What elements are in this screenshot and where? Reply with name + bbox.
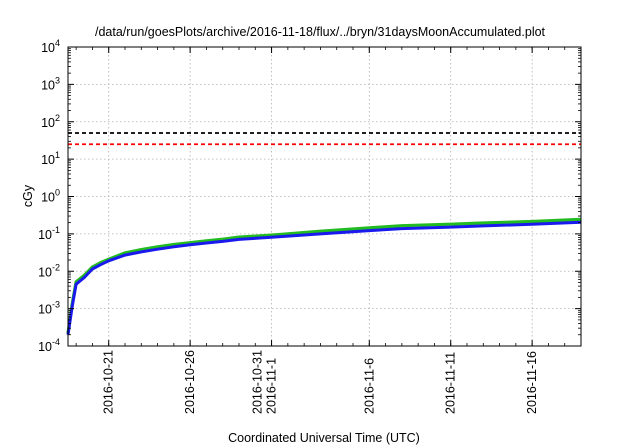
x-tick-label: 2016-10-26: [183, 350, 197, 414]
y-tick-label: 101: [41, 150, 60, 167]
reference-lines: [68, 132, 581, 146]
y-axis-label: cGy: [21, 184, 35, 207]
series-group: [66, 217, 582, 335]
series-line: [66, 220, 582, 335]
y-tick-label: 104: [41, 38, 60, 55]
x-tick-label: 2016-11-6: [362, 358, 376, 414]
y-tick-label: 102: [41, 113, 60, 130]
y-tick-label: 100: [41, 188, 60, 205]
x-tick-label: 2016-11-16: [525, 351, 539, 414]
y-tick-label: 10-3: [38, 300, 60, 317]
axis-ticks: [68, 46, 582, 347]
y-tick-label: 10-4: [38, 337, 60, 354]
x-tick-labels: 2016-10-21 2016-10-26 2016-10-31 2016-11-1 2…: [102, 350, 539, 414]
y-tick-label: 103: [41, 75, 60, 92]
y-tick-label: 10-2: [38, 262, 60, 279]
x-tick-label: 2016-10-21: [102, 350, 116, 414]
y-tick-labels: 10-4 10-3 10-2 10-1 100 101 102 103 104: [38, 38, 60, 354]
x-tick-label: 2016-10-31: [251, 350, 265, 414]
x-tick-label: 2016-11-11: [444, 352, 458, 414]
chart-title: /data/run/goesPlots/archive/2016-11-18/f…: [95, 25, 546, 39]
grid: [68, 47, 581, 346]
x-tick-label: 2016-11-1: [265, 358, 279, 414]
y-tick-label: 10-1: [38, 225, 60, 242]
x-axis-label: Coordinated Universal Time (UTC): [228, 431, 420, 445]
